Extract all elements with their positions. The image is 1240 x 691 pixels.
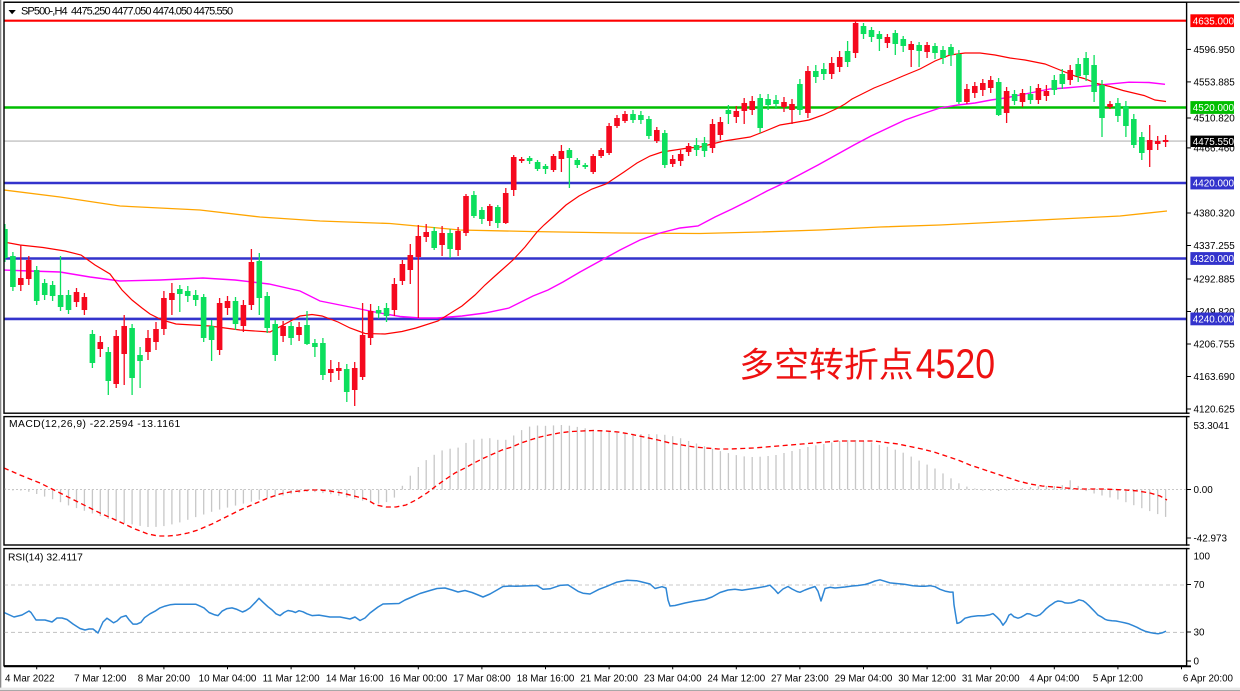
svg-text:7 Mar 12:00: 7 Mar 12:00 [74, 674, 127, 685]
svg-text:4 Mar 2022: 4 Mar 2022 [5, 674, 55, 685]
svg-text:4520: 4520 [916, 341, 995, 387]
svg-text:SP500-,H4 4475.250 4477.050 4: SP500-,H4 4475.250 4477.050 4474.050 447… [21, 6, 233, 18]
svg-text:27 Mar 23:00: 27 Mar 23:00 [771, 674, 829, 685]
svg-text:8 Mar 20:00: 8 Mar 20:00 [138, 674, 191, 685]
svg-text:18 Mar 16:00: 18 Mar 16:00 [517, 674, 575, 685]
svg-text:17 Mar 08:00: 17 Mar 08:00 [453, 674, 511, 685]
svg-text:30 Mar 12:00: 30 Mar 12:00 [898, 674, 956, 685]
svg-text:21 Mar 20:00: 21 Mar 20:00 [580, 674, 638, 685]
svg-text:53.3041: 53.3041 [1194, 421, 1230, 432]
svg-text:4292.885: 4292.885 [1194, 275, 1236, 286]
svg-text:MACD(12,26,9) -22.2594 -13.116: MACD(12,26,9) -22.2594 -13.1161 [9, 419, 181, 430]
svg-text:24 Mar 12:00: 24 Mar 12:00 [707, 674, 765, 685]
svg-text:29 Mar 04:00: 29 Mar 04:00 [835, 674, 893, 685]
svg-text:0.00: 0.00 [1194, 485, 1214, 496]
svg-text:100: 100 [1194, 552, 1211, 563]
svg-text:16 Mar 00:00: 16 Mar 00:00 [389, 674, 447, 685]
svg-text:14 Mar 16:00: 14 Mar 16:00 [326, 674, 384, 685]
svg-text:4120.625: 4120.625 [1194, 405, 1236, 416]
svg-text:4320.000: 4320.000 [1193, 254, 1235, 265]
svg-text:4475.550: 4475.550 [1193, 137, 1235, 148]
svg-text:4635.000: 4635.000 [1193, 16, 1235, 27]
svg-text:10 Mar 04:00: 10 Mar 04:00 [199, 674, 257, 685]
svg-text:-42.973: -42.973 [1194, 534, 1228, 545]
svg-text:4520.000: 4520.000 [1193, 103, 1235, 114]
svg-text:23 Mar 04:00: 23 Mar 04:00 [644, 674, 702, 685]
svg-text:4380.320: 4380.320 [1194, 209, 1236, 220]
svg-text:70: 70 [1194, 580, 1205, 591]
svg-text:4 Apr 04:00: 4 Apr 04:00 [1029, 674, 1080, 685]
svg-text:RSI(14) 32.4117: RSI(14) 32.4117 [8, 553, 83, 564]
svg-text:5 Apr 12:00: 5 Apr 12:00 [1093, 674, 1144, 685]
svg-text:4420.000: 4420.000 [1193, 179, 1235, 190]
svg-text:31 Mar 20:00: 31 Mar 20:00 [962, 674, 1020, 685]
svg-text:6 Apr 20:00: 6 Apr 20:00 [1183, 674, 1234, 685]
svg-text:4510.820: 4510.820 [1194, 114, 1236, 125]
svg-text:4466.460: 4466.460 [1194, 144, 1236, 155]
svg-text:0: 0 [1194, 657, 1200, 668]
svg-text:4163.690: 4163.690 [1194, 372, 1236, 383]
svg-text:30: 30 [1194, 628, 1205, 639]
svg-text:4596.950: 4596.950 [1194, 45, 1236, 56]
svg-text:4240.000: 4240.000 [1193, 315, 1235, 326]
svg-text:4553.885: 4553.885 [1194, 78, 1236, 89]
svg-text:4337.255: 4337.255 [1194, 241, 1236, 252]
svg-text:11 Mar 12:00: 11 Mar 12:00 [263, 674, 321, 685]
svg-text:4206.755: 4206.755 [1194, 340, 1236, 351]
